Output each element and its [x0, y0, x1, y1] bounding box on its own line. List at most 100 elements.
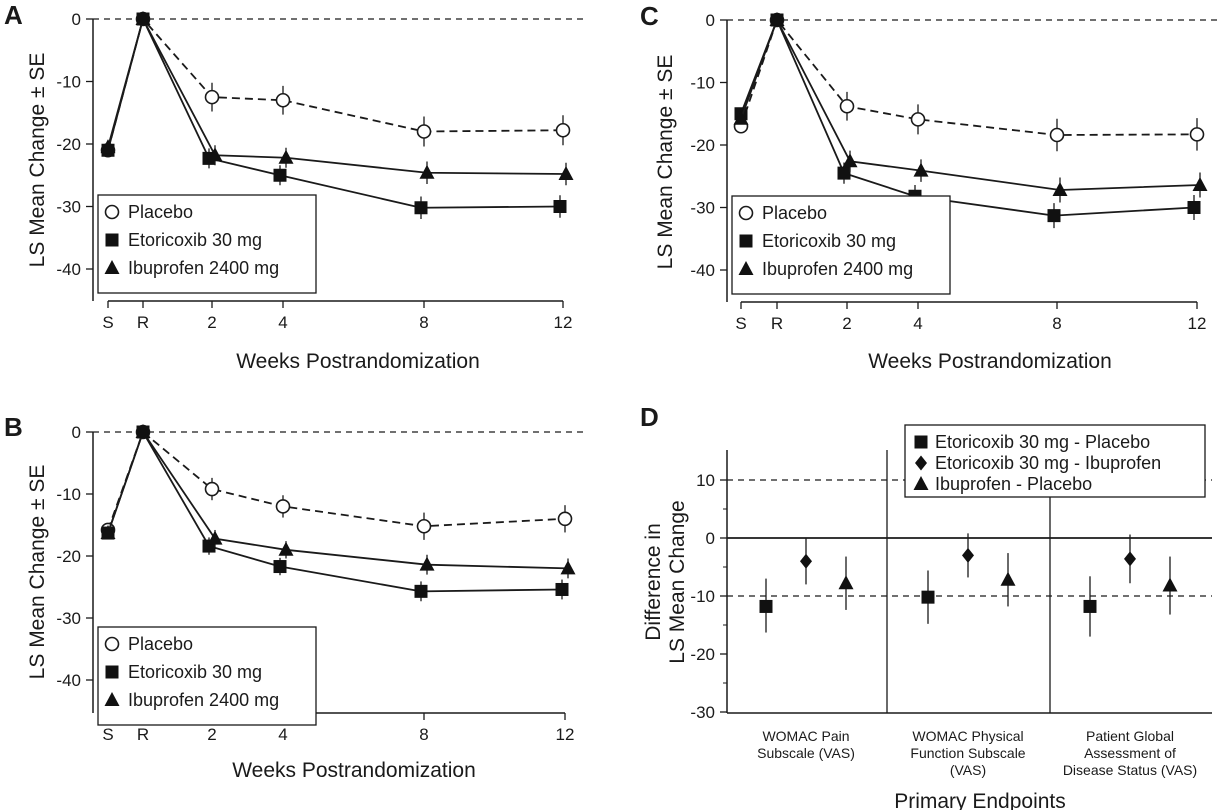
data-point	[555, 122, 571, 138]
legend-marker	[104, 204, 120, 220]
data-point	[921, 590, 935, 604]
category-label: Function Subscale	[910, 745, 1025, 761]
x-axis-title: Weeks Postrandomization	[868, 350, 1112, 373]
y-tick-label: -10	[56, 73, 81, 92]
legend-label: Etoricoxib 30 mg	[128, 662, 262, 682]
y-axis-title: LS Mean Change ± SE	[26, 465, 49, 680]
legend-label: Placebo	[128, 202, 193, 222]
x-tick-label: 4	[278, 725, 287, 744]
data-point	[1192, 177, 1208, 191]
legend-marker	[913, 476, 929, 490]
series-line	[107, 16, 567, 175]
series-line	[107, 429, 563, 593]
x-tick-label: S	[102, 313, 113, 332]
data-point	[204, 481, 220, 497]
data-point	[557, 511, 573, 527]
series-line	[107, 16, 561, 209]
x-tick-label: 4	[913, 314, 922, 333]
panel-b	[86, 424, 585, 726]
category-label: (VAS)	[950, 762, 986, 778]
x-tick-label: 8	[419, 313, 428, 332]
x-tick-label: 2	[842, 314, 851, 333]
legend-box	[731, 195, 951, 295]
x-tick-label: R	[137, 725, 149, 744]
legend-box	[904, 424, 1206, 498]
x-tick-label: 2	[207, 313, 216, 332]
data-point	[839, 98, 855, 114]
data-point	[100, 525, 116, 540]
legend-marker	[739, 234, 753, 248]
legend	[97, 626, 317, 726]
data-point	[207, 147, 223, 162]
data-point	[204, 89, 220, 105]
panel-letter: B	[4, 412, 23, 442]
panel-c	[720, 12, 1217, 309]
x-tick-label: 12	[556, 725, 575, 744]
data-point	[837, 166, 851, 180]
data-point	[962, 547, 974, 563]
data-point	[1187, 201, 1201, 214]
category-label: Assessment of	[1084, 745, 1176, 761]
series-ibuprofen-2400-mg	[733, 12, 1208, 203]
data-point	[769, 12, 785, 26]
panel-letter: A	[4, 0, 23, 30]
y-tick-label: 0	[72, 10, 81, 29]
data-point	[555, 582, 569, 596]
y-tick-label: 0	[706, 529, 715, 548]
y-axis-title-line: LS Mean Change	[666, 500, 689, 663]
data-point	[1189, 127, 1205, 142]
x-tick-label: 8	[1052, 314, 1061, 333]
legend	[904, 424, 1206, 498]
series-etoricoxib-30-mg-ibuprofen	[800, 533, 1136, 585]
x-tick-label: S	[735, 314, 746, 333]
data-point	[1047, 209, 1061, 223]
series-ibuprofen-placebo	[838, 553, 1178, 615]
x-tick-label: 2	[207, 725, 216, 744]
y-tick-label: -20	[56, 135, 81, 154]
data-point	[1124, 551, 1136, 567]
legend-marker	[104, 692, 120, 706]
data-point	[419, 164, 435, 179]
data-point	[414, 584, 428, 598]
legend-label: Ibuprofen 2400 mg	[762, 259, 913, 279]
y-tick-label: -30	[56, 609, 81, 628]
legend-marker	[914, 435, 928, 449]
legend-label: Etoricoxib 30 mg - Ibuprofen	[935, 453, 1161, 473]
data-point	[207, 530, 223, 545]
y-tick-label: 0	[72, 423, 81, 442]
data-point	[414, 201, 428, 215]
series-line	[107, 430, 566, 531]
data-point	[838, 575, 854, 590]
data-point	[1052, 182, 1068, 196]
y-tick-label: -10	[56, 485, 81, 504]
data-point	[759, 599, 773, 613]
legend-label: Placebo	[128, 634, 193, 654]
category-label: Patient Global	[1086, 728, 1174, 744]
category-label: Disease Status (VAS)	[1063, 762, 1197, 778]
legend-marker	[915, 455, 927, 471]
category-label: WOMAC Physical	[912, 728, 1023, 744]
data-point	[1083, 599, 1097, 613]
data-point	[273, 560, 287, 574]
legend-marker	[104, 260, 120, 274]
legend-label: Placebo	[762, 203, 827, 223]
panel-a	[86, 11, 583, 308]
data-point	[275, 499, 291, 514]
data-point	[913, 162, 929, 177]
y-tick-label: -30	[690, 199, 715, 218]
data-point	[135, 424, 151, 438]
legend-box	[97, 626, 317, 726]
y-axis-title: Difference inLS Mean Change	[642, 500, 689, 663]
x-axis-title: Primary Endpoints	[894, 790, 1066, 810]
category-label: Subscale (VAS)	[757, 745, 855, 761]
x-tick-label: R	[771, 314, 783, 333]
data-point	[558, 166, 574, 180]
data-point	[842, 153, 858, 168]
category-label: WOMAC Pain	[762, 728, 849, 744]
y-tick-label: -20	[690, 136, 715, 155]
y-axis-title: LS Mean Change ± SE	[26, 53, 49, 268]
data-point	[419, 556, 435, 571]
data-point	[278, 541, 294, 556]
data-point	[560, 560, 576, 575]
